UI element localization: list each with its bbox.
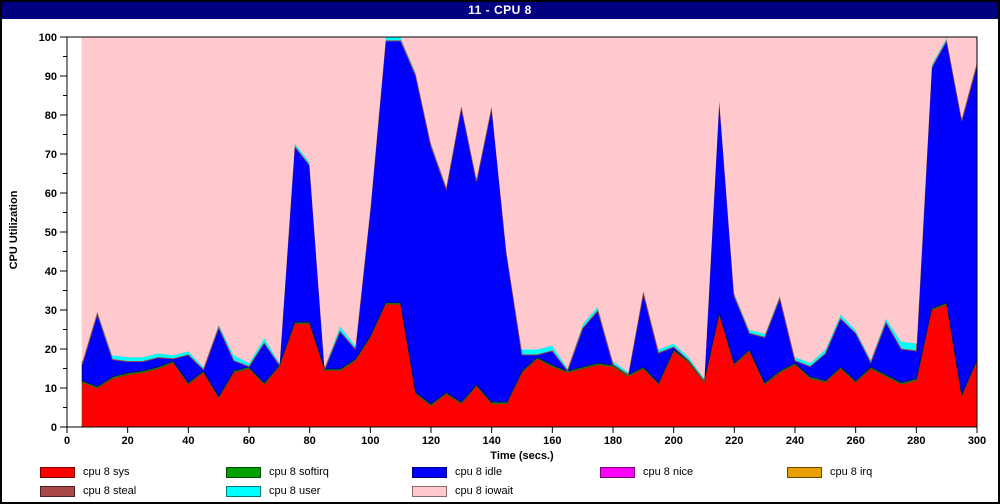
- x-tick-label: 0: [64, 435, 70, 447]
- x-tick-label: 120: [422, 435, 440, 447]
- window-title-bar: 11 - CPU 8: [2, 2, 998, 19]
- y-tick-label: 80: [45, 110, 57, 122]
- x-tick-label: 200: [664, 435, 682, 447]
- y-tick-label: 70: [45, 149, 57, 161]
- x-tick-label: 240: [786, 435, 804, 447]
- x-tick-label: 60: [243, 435, 255, 447]
- y-tick-label: 50: [45, 227, 57, 239]
- y-tick-label: 30: [45, 305, 57, 317]
- x-tick-label: 80: [304, 435, 316, 447]
- y-tick-label: 0: [51, 422, 57, 434]
- x-axis-title: Time (secs.): [490, 450, 554, 462]
- y-tick-label: 60: [45, 188, 57, 200]
- y-tick-label: 100: [39, 32, 57, 44]
- x-tick-label: 280: [907, 435, 925, 447]
- x-tick-label: 260: [846, 435, 864, 447]
- x-tick-label: 180: [604, 435, 622, 447]
- window-title: 11 - CPU 8: [468, 3, 532, 17]
- x-tick-label: 160: [543, 435, 561, 447]
- x-tick-label: 220: [725, 435, 743, 447]
- y-tick-label: 40: [45, 266, 57, 278]
- y-tick-label: 20: [45, 344, 57, 356]
- x-tick-label: 300: [968, 435, 986, 447]
- x-tick-label: 100: [361, 435, 379, 447]
- y-tick-label: 90: [45, 71, 57, 83]
- y-tick-label: 10: [45, 383, 57, 395]
- x-tick-label: 40: [182, 435, 194, 447]
- y-axis-title: CPU Utilization: [8, 190, 20, 270]
- x-tick-label: 140: [482, 435, 500, 447]
- x-tick-label: 20: [122, 435, 134, 447]
